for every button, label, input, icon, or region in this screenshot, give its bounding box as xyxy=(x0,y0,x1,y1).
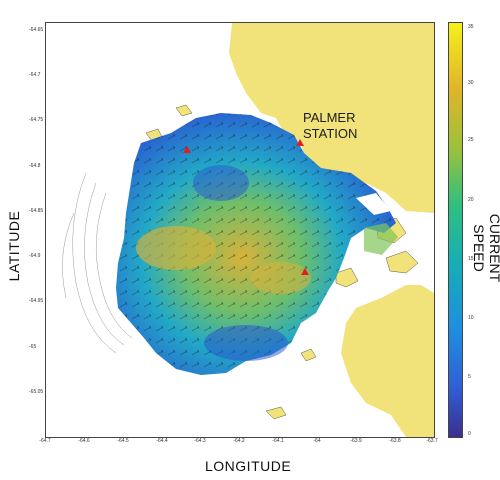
y-tick: -64.65 xyxy=(29,27,44,33)
x-tick: -64.2 xyxy=(233,438,245,444)
x-tick: -63.7 xyxy=(426,438,438,444)
y-tick: -64.85 xyxy=(29,208,44,214)
land-north xyxy=(229,23,434,213)
marker-palmer xyxy=(296,139,304,146)
colorbar-tick: 30 xyxy=(468,80,474,86)
colorbar-tick: 20 xyxy=(468,197,474,203)
land-east xyxy=(341,285,434,437)
x-tick: -64 xyxy=(313,438,321,444)
colorbar-tick: 25 xyxy=(468,137,474,143)
station-markers[interactable] xyxy=(183,139,309,275)
current-speed-field xyxy=(116,113,398,375)
y-tick: -65 xyxy=(29,344,37,350)
y-tick: -64.75 xyxy=(29,117,44,123)
current-speed-colorbar xyxy=(448,22,463,438)
y-tick: -64.95 xyxy=(29,298,44,304)
station-label-line2: STATION xyxy=(303,126,358,141)
x-tick: -64.4 xyxy=(156,438,168,444)
land-masses xyxy=(145,23,434,437)
colorbar-tick: 0 xyxy=(468,431,471,437)
x-tick: -64.3 xyxy=(194,438,206,444)
x-tick: -64.6 xyxy=(78,438,90,444)
colorbar-title: CURRENT SPEED xyxy=(471,213,500,283)
y-tick: -64.8 xyxy=(29,163,41,169)
longitude-axis-title: LONGITUDE xyxy=(205,458,292,474)
x-tick: -64.5 xyxy=(117,438,129,444)
x-tick: -63.8 xyxy=(389,438,401,444)
map-panel[interactable] xyxy=(45,22,435,438)
x-tick: -64.7 xyxy=(39,438,51,444)
colorbar-tick: 15 xyxy=(468,256,474,262)
island-5 xyxy=(265,406,287,420)
palmer-station-label: PALMER STATION xyxy=(303,110,357,142)
colorbar-tick: 10 xyxy=(468,315,474,321)
island-4 xyxy=(300,348,317,362)
latitude-axis-title: LATITUDE xyxy=(6,210,22,282)
bathymetry-contours xyxy=(62,172,133,354)
marker-west xyxy=(183,146,191,153)
marker-south xyxy=(301,268,309,275)
island-7 xyxy=(175,104,193,117)
y-tick: -64.9 xyxy=(29,253,41,259)
y-tick: -65.05 xyxy=(29,389,44,395)
station-label-line1: PALMER xyxy=(303,110,356,125)
y-tick: -64.7 xyxy=(29,72,41,78)
island-2 xyxy=(385,250,419,274)
x-tick: -64.1 xyxy=(272,438,284,444)
colorbar-tick: 5 xyxy=(468,374,471,380)
x-tick: -63.9 xyxy=(350,438,362,444)
colorbar-tick: 35 xyxy=(468,24,474,30)
map-canvas xyxy=(62,23,434,437)
island-3 xyxy=(335,267,359,288)
